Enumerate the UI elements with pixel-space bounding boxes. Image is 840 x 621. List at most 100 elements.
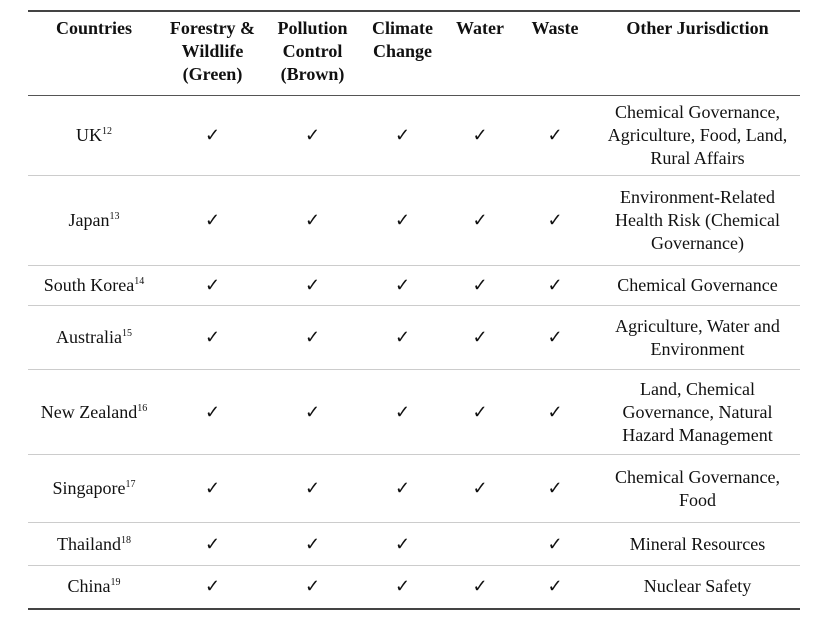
other-jurisdiction: Chemical Governance, Agriculture, Food, … [595, 95, 800, 176]
check-cell: ✓ [515, 265, 595, 306]
checkmark: ✓ [304, 327, 321, 347]
check-cell: ✓ [360, 454, 445, 523]
checkmark: ✓ [394, 275, 411, 295]
table-body: UK12 ✓ ✓ ✓ ✓ ✓ Chemical Governance, Agricultur… [28, 95, 800, 610]
check-cell: ✓ [445, 175, 515, 266]
check-cell: ✓ [360, 522, 445, 566]
other-jurisdiction: Land, Chemical Governance, Natural Hazar… [595, 369, 800, 455]
checkmark: ✓ [204, 125, 221, 145]
table-row: South Korea14 ✓ ✓ ✓ ✓ ✓ Chemical Governance [28, 265, 800, 306]
check-cell: ✓ [445, 565, 515, 610]
checkmark: ✓ [472, 275, 488, 295]
check-cell: ✓ [265, 565, 360, 610]
check-cell: ✓ [445, 454, 515, 523]
checkmark: ✓ [204, 275, 221, 295]
check-cell: ✓ [515, 95, 595, 176]
check-cell: ✓ [265, 522, 360, 566]
footnote-ref: 19 [110, 577, 121, 589]
checkmark: ✓ [547, 327, 563, 347]
checkmark: ✓ [394, 327, 411, 347]
other-jurisdiction: Environment-Related Health Risk (Chemica… [595, 175, 800, 266]
check-cell: ✓ [360, 369, 445, 455]
checkmark: ✓ [304, 478, 321, 498]
country-name: South Korea [43, 275, 135, 295]
checkmark: ✓ [547, 401, 563, 422]
check-cell: ✓ [515, 305, 595, 370]
header-cell: Pollution Control (Brown) [265, 10, 360, 96]
check-cell: ✓ [515, 175, 595, 266]
checkmark: ✓ [304, 576, 321, 597]
check-cell: ✓ [515, 369, 595, 455]
country-name: China [67, 576, 111, 597]
footnote-ref: 15 [121, 328, 132, 339]
country-name: UK [76, 125, 102, 145]
checkmark: ✓ [394, 401, 411, 422]
check-cell [445, 522, 515, 566]
footnote-ref: 14 [134, 276, 145, 287]
country-cell: Japan13 [28, 175, 160, 266]
table-row: Japan13 ✓ ✓ ✓ ✓ ✓ Environment-Related Health R… [28, 175, 800, 266]
other-jurisdiction: Mineral Resources [595, 522, 800, 566]
country-cell: Singapore17 [28, 454, 160, 523]
table-row: China19 ✓ ✓ ✓ ✓ ✓ Nuclear Safety [28, 565, 800, 610]
country-cell: South Korea14 [28, 265, 160, 306]
footnote-ref: 17 [125, 479, 136, 490]
check-cell: ✓ [265, 454, 360, 523]
country-name: Thailand [57, 533, 121, 554]
checkmark: ✓ [547, 125, 563, 145]
checkmark: ✓ [472, 210, 488, 230]
check-cell: ✓ [265, 305, 360, 370]
table-row: Thailand18 ✓ ✓ ✓ ✓ Mineral Resources [28, 522, 800, 566]
table: Countries Forestry & Wildlife (Green) Poll… [28, 10, 800, 610]
table-row: UK12 ✓ ✓ ✓ ✓ ✓ Chemical Governance, Agricultur… [28, 95, 800, 176]
check-cell: ✓ [265, 369, 360, 455]
other-jurisdiction: Agriculture, Water and Environment [595, 305, 800, 370]
table-wrap: Countries Forestry & Wildlife (Green) Poll… [28, 10, 800, 610]
checkmark: ✓ [472, 401, 488, 422]
checkmark: ✓ [547, 275, 563, 295]
check-cell: ✓ [265, 95, 360, 176]
footnote-ref: 16 [137, 402, 148, 414]
check-cell: ✓ [445, 95, 515, 176]
checkmark: ✓ [472, 576, 488, 597]
country-name: New Zealand [40, 401, 138, 422]
country-name: Japan [68, 210, 110, 230]
table-row: New Zealand16 ✓ ✓ ✓ ✓ ✓ Land, Chemical Governa… [28, 369, 800, 455]
check-cell: ✓ [160, 175, 265, 266]
country-name: Australia [56, 327, 122, 347]
check-cell: ✓ [160, 95, 265, 176]
checkmark: ✓ [204, 533, 221, 554]
check-cell: ✓ [160, 369, 265, 455]
footnote-ref: 13 [109, 211, 120, 222]
check-cell: ✓ [265, 265, 360, 306]
check-cell: ✓ [160, 305, 265, 370]
checkmark: ✓ [304, 401, 321, 422]
country-name: Singapore [52, 478, 126, 498]
header-cell: Countries [28, 10, 160, 96]
country-cell: China19 [28, 565, 160, 610]
check-cell: ✓ [160, 454, 265, 523]
checkmark: ✓ [304, 533, 321, 554]
header-row: Countries Forestry & Wildlife (Green) Poll… [28, 10, 800, 96]
check-cell: ✓ [360, 95, 445, 176]
checkmark: ✓ [204, 210, 221, 230]
checkmark: ✓ [304, 275, 321, 295]
header-cell: Waste [515, 10, 595, 96]
checkmark: ✓ [547, 576, 563, 597]
country-cell: Thailand18 [28, 522, 160, 566]
other-jurisdiction: Chemical Governance [595, 265, 800, 306]
checkmark: ✓ [394, 210, 411, 230]
checkmark: ✓ [304, 210, 321, 230]
check-cell: ✓ [445, 265, 515, 306]
check-cell: ✓ [360, 265, 445, 306]
check-cell: ✓ [360, 305, 445, 370]
checkmark: ✓ [394, 125, 411, 145]
check-cell: ✓ [515, 522, 595, 566]
other-jurisdiction: Chemical Governance, Food [595, 454, 800, 523]
country-cell: UK12 [28, 95, 160, 176]
other-jurisdiction: Nuclear Safety [595, 565, 800, 610]
check-cell: ✓ [160, 265, 265, 306]
header-cell: Forestry & Wildlife (Green) [160, 10, 265, 96]
check-cell: ✓ [265, 175, 360, 266]
